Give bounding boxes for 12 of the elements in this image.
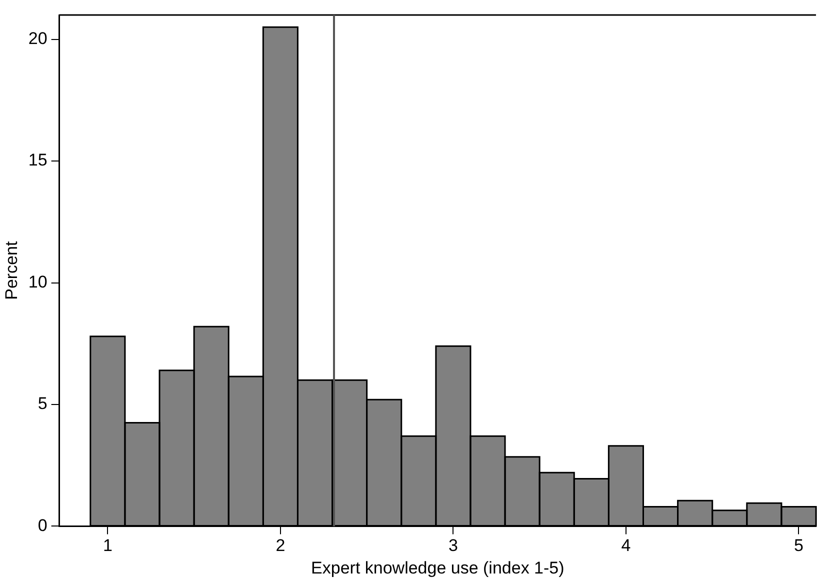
x-tick-label: 3 bbox=[448, 536, 458, 556]
y-tick-label: 10 bbox=[28, 272, 48, 292]
y-axis-title: Percent bbox=[2, 241, 21, 300]
x-tick-label: 2 bbox=[276, 536, 286, 556]
y-tick-label: 15 bbox=[28, 150, 48, 170]
y-tick-label: 0 bbox=[38, 516, 48, 535]
x-tick-label: 5 bbox=[794, 536, 804, 556]
y-tick-label: 20 bbox=[28, 29, 48, 48]
y-tick-label: 5 bbox=[38, 394, 48, 414]
x-tick-label: 4 bbox=[621, 536, 631, 556]
x-axis-title: Expert knowledge use (index 1-5) bbox=[311, 558, 564, 578]
x-tick-label: 1 bbox=[102, 536, 112, 556]
